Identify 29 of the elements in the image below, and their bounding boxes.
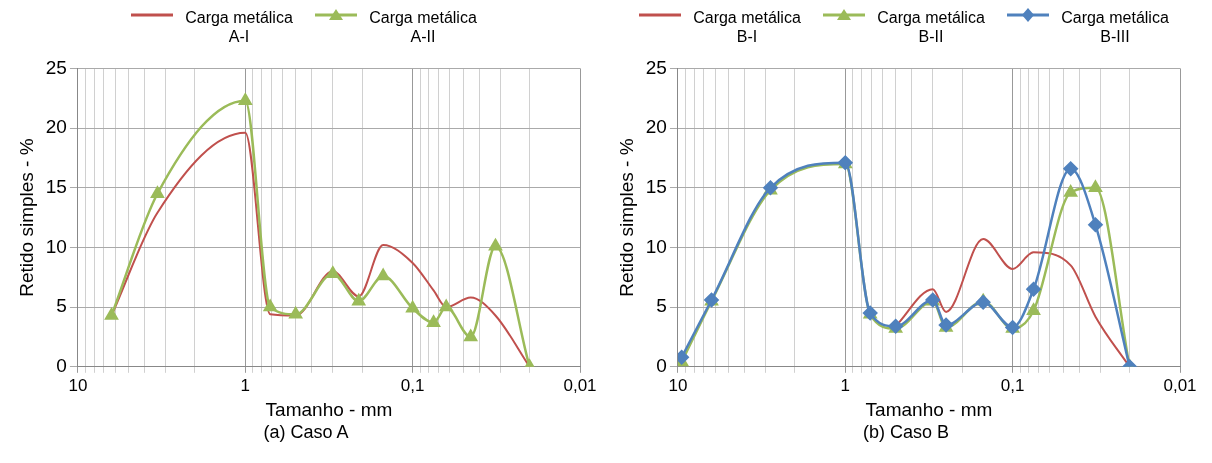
text: (b) Caso B [862, 422, 950, 442]
legend-label: Carga metálica A-II [368, 8, 478, 46]
y-tick-label: 15 [645, 175, 667, 197]
y-tick-label: 25 [645, 56, 667, 78]
y-tick-label: 5 [656, 295, 667, 317]
legend-label: Carga metálica A-I [184, 8, 294, 46]
y-tick-label: 0 [56, 355, 67, 377]
x-tick-label: 0,1 [400, 375, 425, 395]
y-tick-label: 20 [45, 116, 67, 138]
y-tick-label: 10 [45, 235, 67, 257]
x-tick-label: 0,01 [1163, 375, 1197, 395]
x-axis-title: Tamanho - mm [265, 398, 393, 420]
x-tick-label: 0,01 [563, 375, 597, 395]
y-axis-title: Retido simples - % [615, 138, 637, 297]
x-tick-label: 0,1 [1000, 375, 1025, 395]
legend-label: Carga metálica B-III [1060, 8, 1170, 46]
y-tick-label: 0 [656, 355, 667, 377]
x-axis-title: Tamanho - mm [865, 398, 993, 420]
y-tick-label: 5 [56, 295, 67, 317]
y-axis-title: Retido simples - % [15, 138, 37, 297]
legend-label: Carga metálica B-I [692, 8, 802, 46]
x-tick-label: 1 [840, 375, 851, 395]
legend-label: Carga metálica B-II [876, 8, 986, 46]
y-tick-label: 15 [45, 175, 67, 197]
y-tick-label: 10 [645, 235, 667, 257]
text: (a) Caso A [262, 422, 350, 442]
y-tick-label: 25 [45, 56, 67, 78]
x-tick-label: 1 [240, 375, 251, 395]
y-tick-label: 20 [645, 116, 667, 138]
